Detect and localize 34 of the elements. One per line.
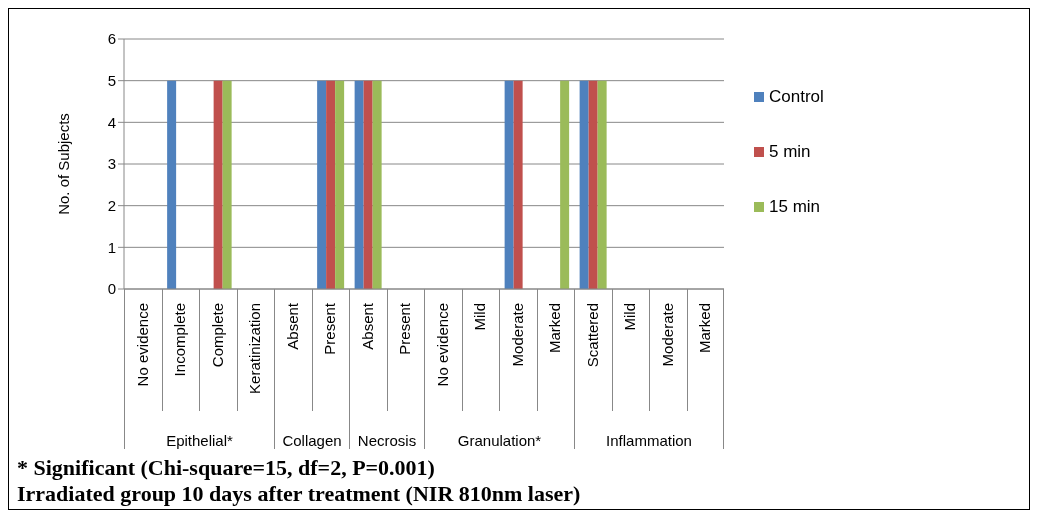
x-tick-label: No evidence xyxy=(433,303,451,387)
x-tick-label: Mild xyxy=(621,303,639,331)
x-tick-label: Marked xyxy=(546,303,564,354)
x-tick-label: Marked xyxy=(696,303,714,354)
text: Collagen xyxy=(281,432,343,449)
y-tick-label: 4 xyxy=(107,113,116,131)
legend-label: 15 min xyxy=(769,196,821,217)
y-tick-label: 6 xyxy=(107,30,116,48)
x-tick-label: Moderate xyxy=(508,303,526,367)
x-tick-label: Keratinization xyxy=(246,303,264,394)
legend-label: Control xyxy=(769,86,824,107)
x-tick-label: No evidence xyxy=(133,303,151,387)
x-tick-label: Absent xyxy=(283,302,301,350)
y-tick-label: 3 xyxy=(107,155,116,173)
y-tick-label: 2 xyxy=(107,196,116,214)
y-tick-label: 1 xyxy=(107,238,116,256)
y-axis-title: No. of Subjects xyxy=(55,113,73,215)
y-tick-label: 5 xyxy=(107,71,116,89)
text: * Significant (Chi-square=15, df=2, P=0.001) xyxy=(17,455,436,481)
x-tick-label: Scattered xyxy=(583,303,601,368)
x-tick-label: Mild xyxy=(471,303,489,331)
text: Necrosis xyxy=(356,432,418,449)
y-tick-label: 0 xyxy=(107,280,116,298)
legend-label: 5 min xyxy=(769,141,811,162)
x-tick-label: Incomplete xyxy=(171,303,189,377)
x-tick-label: Absent xyxy=(358,302,376,350)
x-tick-label: Moderate xyxy=(658,303,676,367)
x-tick-label: Complete xyxy=(208,303,226,368)
text: Irradiated group 10 days after treatment (NIR 810nm laser) xyxy=(17,481,581,507)
x-tick-label: Present xyxy=(396,302,414,355)
text: Inflammation xyxy=(605,432,693,449)
x-tick-label: Present xyxy=(321,302,339,355)
text: Granulation* xyxy=(456,432,543,449)
text: Epithelial* xyxy=(165,432,234,449)
